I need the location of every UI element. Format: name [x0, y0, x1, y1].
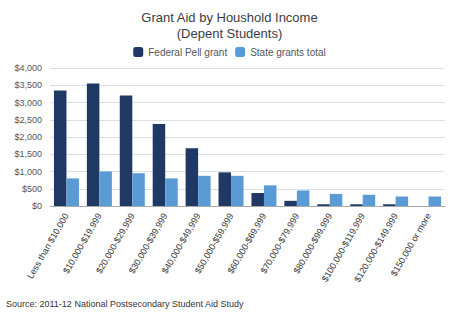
svg-text:$500: $500 — [22, 184, 42, 194]
svg-text:$1,500: $1,500 — [14, 149, 42, 159]
svg-text:(Depent Students): (Depent Students) — [177, 26, 283, 41]
svg-text:$10,000-$19,999: $10,000-$19,999 — [61, 211, 104, 276]
svg-text:$3,000: $3,000 — [14, 98, 42, 108]
svg-text:Federal Pell grant: Federal Pell grant — [148, 47, 227, 58]
svg-text:$1,000: $1,000 — [14, 167, 42, 177]
svg-text:$120,000-$149,999: $120,000-$149,999 — [352, 211, 400, 284]
svg-text:$100,000-$119,999: $100,000-$119,999 — [319, 211, 367, 284]
svg-text:$70,000-$79,999: $70,000-$79,999 — [258, 211, 302, 276]
svg-text:$30,000-$39,999: $30,000-$39,999 — [126, 211, 170, 276]
svg-text:$40,000-$49,999: $40,000-$49,999 — [159, 211, 203, 276]
svg-text:$0: $0 — [32, 201, 42, 211]
svg-text:$60,000-$69,999: $60,000-$69,999 — [225, 211, 269, 276]
svg-text:$80,000-$99,999: $80,000-$99,999 — [291, 211, 335, 276]
svg-text:$20,000-$29,999: $20,000-$29,999 — [94, 211, 137, 276]
svg-text:$4,000: $4,000 — [14, 63, 42, 73]
svg-text:$50,000-$59,999: $50,000-$59,999 — [192, 211, 236, 276]
svg-text:$3,500: $3,500 — [14, 80, 42, 90]
svg-text:$2,500: $2,500 — [14, 115, 42, 125]
svg-text:$150,000 or more: $150,000 or more — [389, 211, 433, 277]
svg-text:Less than $10,000: Less than $10,000 — [25, 211, 71, 281]
svg-text:$2,000: $2,000 — [14, 132, 42, 142]
svg-text:Source: 2011-12 National Posts: Source: 2011-12 National Postsecondary S… — [6, 299, 244, 309]
svg-text:Grant Aid by Houshold Income: Grant Aid by Houshold Income — [141, 10, 317, 25]
svg-text:State grants total: State grants total — [250, 47, 326, 58]
